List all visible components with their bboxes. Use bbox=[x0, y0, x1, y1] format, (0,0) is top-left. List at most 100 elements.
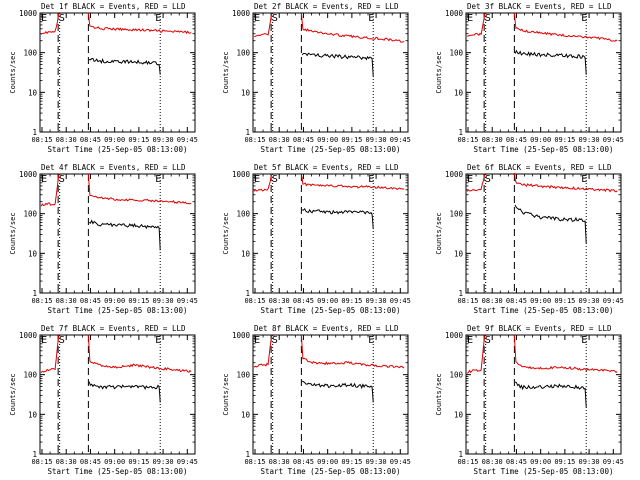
marker-label-s: S bbox=[272, 335, 278, 346]
y-tick-label: 100 bbox=[23, 210, 37, 219]
x-tick-label: 08:45 bbox=[506, 136, 527, 144]
plot-frame bbox=[465, 173, 622, 294]
x-tick-label: 09:00 bbox=[530, 458, 551, 466]
x-tick-label: 09:30 bbox=[579, 297, 600, 305]
plot-frame bbox=[39, 334, 196, 455]
panel-det-9: Det 9f BLACK = Events, RED = LLD 1 10 100 10… bbox=[435, 324, 624, 476]
marker-label-e: E bbox=[581, 13, 587, 24]
y-tick-label: 100 bbox=[236, 210, 250, 219]
y-tick-label: 10 bbox=[454, 410, 464, 419]
x-tick-label: 09:15 bbox=[128, 297, 149, 305]
marker-label-e: E bbox=[155, 335, 161, 346]
x-tick-label: 08:15 bbox=[457, 297, 478, 305]
x-tick-label: 08:30 bbox=[56, 297, 77, 305]
y-axis-label: Counts/sec bbox=[9, 212, 17, 254]
x-tick-label: 08:15 bbox=[457, 458, 478, 466]
x-tick-label: 09:30 bbox=[579, 136, 600, 144]
events-series-segment-1 bbox=[88, 57, 161, 75]
x-tick-label: 09:45 bbox=[603, 136, 624, 144]
x-tick-label: 09:30 bbox=[153, 136, 174, 144]
y-tick-label: 1 bbox=[245, 450, 250, 459]
x-tick-label: 09:15 bbox=[554, 458, 575, 466]
marker-label-s: S bbox=[272, 174, 278, 185]
x-tick-label: 08:15 bbox=[244, 458, 265, 466]
x-tick-label: 08:15 bbox=[244, 297, 265, 305]
y-tick-label: 100 bbox=[449, 371, 463, 380]
y-tick-label: 10 bbox=[28, 88, 38, 97]
panel-det-7: Det 7f BLACK = Events, RED = LLD 1 10 100 10… bbox=[9, 324, 198, 476]
panel-det-4: Det 4f BLACK = Events, RED = LLD 1 10 100 10… bbox=[9, 163, 198, 315]
marker-label-s: S bbox=[59, 335, 65, 346]
marker-label-e: E bbox=[254, 174, 260, 185]
y-axis-label: Counts/sec bbox=[9, 373, 17, 415]
x-tick-label: 09:45 bbox=[177, 136, 198, 144]
y-tick-label: 10 bbox=[241, 249, 251, 258]
events-series-segment-1 bbox=[88, 219, 161, 251]
marker-label-e: E bbox=[41, 335, 47, 346]
x-tick-label: 08:15 bbox=[31, 458, 52, 466]
y-tick-label: 1000 bbox=[19, 331, 38, 340]
lld-series-segment-1 bbox=[467, 12, 486, 37]
panel-title: Det 5f BLACK = Events, RED = LLD bbox=[254, 163, 399, 172]
marker-label-e: E bbox=[368, 174, 374, 185]
x-tick-label: 08:45 bbox=[80, 136, 101, 144]
panel-det-5: Det 5f BLACK = Events, RED = LLD 1 10 100 10… bbox=[222, 163, 411, 315]
y-tick-label: 1000 bbox=[19, 170, 38, 179]
x-tick-label: 09:00 bbox=[104, 136, 125, 144]
y-tick-label: 1 bbox=[245, 128, 250, 137]
lld-series-segment-2 bbox=[87, 334, 192, 373]
events-series-segment-1 bbox=[514, 204, 587, 244]
x-axis-label: Start Time (25-Sep-05 08:13:00) bbox=[48, 306, 188, 315]
marker-label-e: E bbox=[155, 13, 161, 24]
events-series-segment-1 bbox=[88, 381, 161, 403]
lld-series-segment-1 bbox=[466, 173, 486, 192]
x-tick-label: 09:45 bbox=[390, 136, 411, 144]
x-tick-label: 08:15 bbox=[457, 136, 478, 144]
x-tick-label: 08:45 bbox=[80, 297, 101, 305]
marker-label-e: E bbox=[467, 174, 473, 185]
x-tick-label: 08:45 bbox=[293, 297, 314, 305]
lld-series-segment-1 bbox=[40, 12, 60, 35]
y-tick-label: 100 bbox=[449, 49, 463, 58]
panel-title: Det 2f BLACK = Events, RED = LLD bbox=[254, 2, 399, 11]
lld-series-segment-1 bbox=[466, 334, 486, 374]
panel-title: Det 4f BLACK = Events, RED = LLD bbox=[41, 163, 186, 172]
x-tick-label: 09:30 bbox=[366, 458, 387, 466]
events-series-segment-1 bbox=[514, 381, 587, 408]
x-tick-label: 09:45 bbox=[603, 458, 624, 466]
y-tick-label: 1 bbox=[32, 289, 37, 298]
x-tick-label: 09:30 bbox=[366, 136, 387, 144]
x-tick-label: 09:15 bbox=[554, 297, 575, 305]
x-axis-label: Start Time (25-Sep-05 08:13:00) bbox=[48, 145, 188, 154]
x-tick-label: 09:00 bbox=[104, 458, 125, 466]
y-tick-label: 1000 bbox=[232, 9, 251, 18]
lld-series-segment-2 bbox=[300, 334, 405, 369]
lld-series-segment-1 bbox=[253, 173, 273, 192]
marker-label-s: S bbox=[485, 335, 491, 346]
marker-label-e: E bbox=[368, 335, 374, 346]
lld-series-segment-2 bbox=[513, 12, 618, 42]
x-tick-label: 08:15 bbox=[31, 136, 52, 144]
x-tick-label: 09:00 bbox=[317, 136, 338, 144]
y-axis-label: Counts/sec bbox=[9, 51, 17, 93]
x-axis-label: Start Time (25-Sep-05 08:13:00) bbox=[474, 306, 614, 315]
y-tick-label: 10 bbox=[28, 249, 38, 258]
y-axis-label: Counts/sec bbox=[222, 373, 230, 415]
lld-series-segment-1 bbox=[40, 334, 60, 374]
x-tick-label: 09:30 bbox=[153, 458, 174, 466]
x-tick-label: 09:00 bbox=[530, 297, 551, 305]
panel-title: Det 1f BLACK = Events, RED = LLD bbox=[41, 2, 186, 11]
y-axis-label: Counts/sec bbox=[435, 212, 443, 254]
y-axis-label: Counts/sec bbox=[435, 51, 443, 93]
events-series-segment-1 bbox=[301, 52, 374, 77]
x-tick-label: 09:00 bbox=[317, 458, 338, 466]
lld-series-segment-2 bbox=[513, 334, 618, 374]
x-tick-label: 08:30 bbox=[482, 297, 503, 305]
panel-det-3: Det 3f BLACK = Events, RED = LLD 1 10 100 10… bbox=[435, 2, 624, 154]
lld-series-segment-2 bbox=[87, 12, 192, 35]
marker-label-e: E bbox=[155, 174, 161, 185]
x-tick-label: 09:00 bbox=[104, 297, 125, 305]
panel-title: Det 9f BLACK = Events, RED = LLD bbox=[467, 324, 612, 333]
plot-frame bbox=[252, 173, 409, 294]
